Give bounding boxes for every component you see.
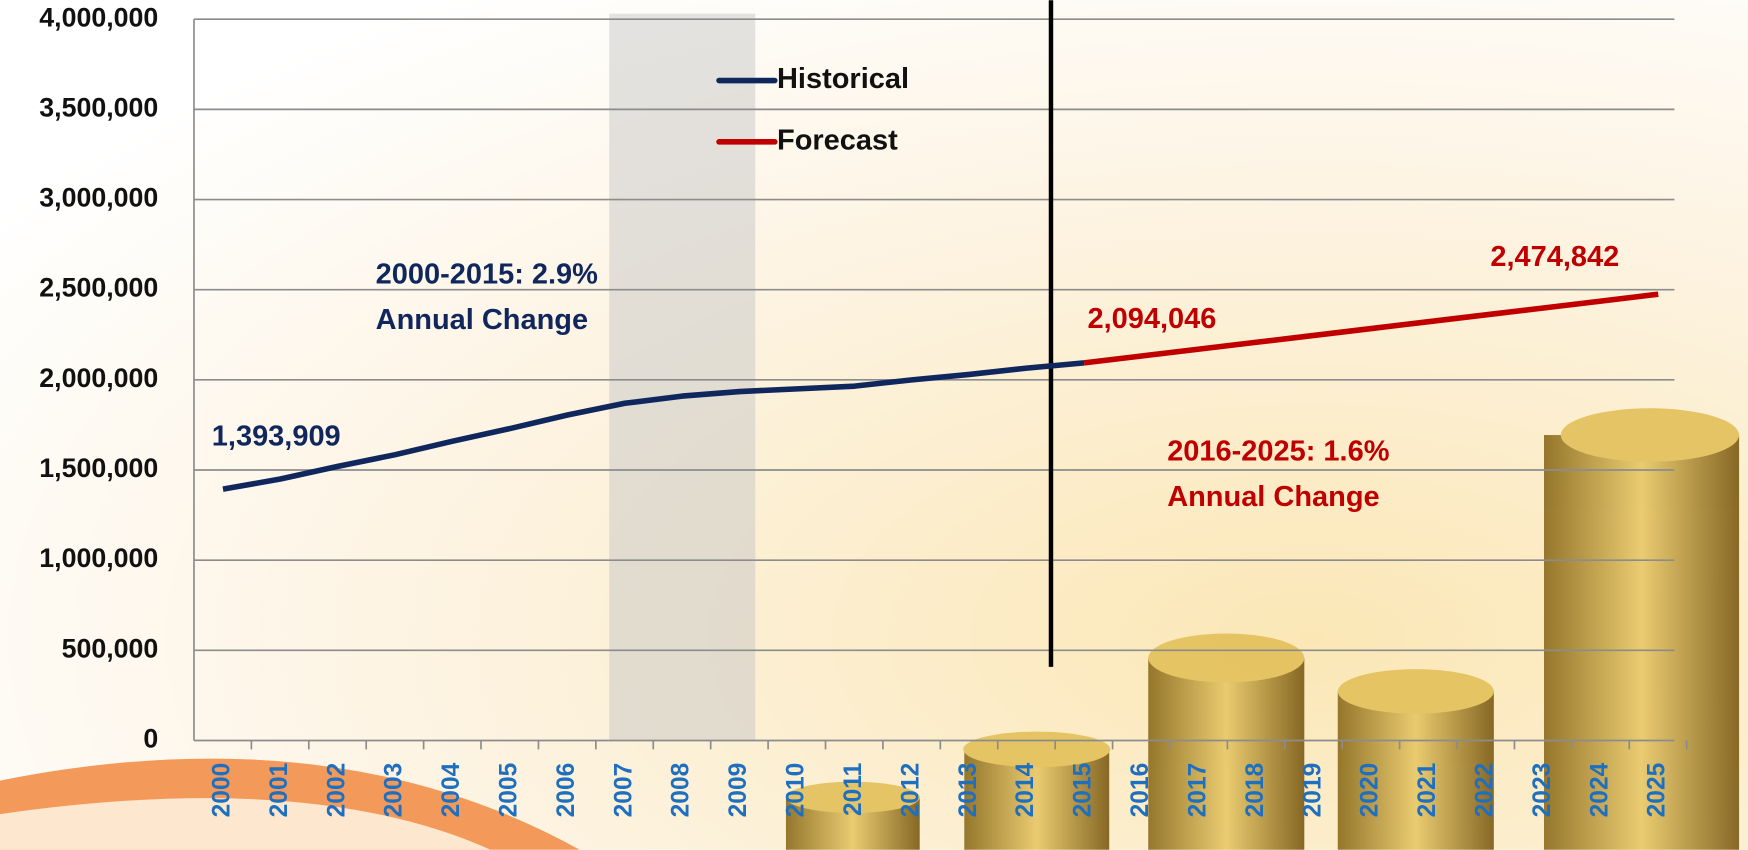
y-tick-label: 3,000,000 xyxy=(39,183,158,213)
y-tick-label: 4,000,000 xyxy=(39,2,158,32)
decor-arc-inner xyxy=(0,798,491,850)
x-tick-label: 2002 xyxy=(323,763,350,818)
x-tick-label: 2008 xyxy=(668,763,695,818)
annotation: Annual Change xyxy=(1167,481,1379,513)
x-tick-label: 2005 xyxy=(496,763,523,818)
y-tick-label: 500,000 xyxy=(62,633,159,663)
highlight-band xyxy=(609,13,756,741)
y-tick-label: 2,500,000 xyxy=(39,273,158,303)
coin-top xyxy=(1560,408,1740,462)
x-tick-label: 2021 xyxy=(1414,763,1441,818)
x-tick-label: 2023 xyxy=(1529,763,1556,818)
y-tick-label: 0 xyxy=(143,724,158,754)
annotation: 2016-2025: 1.6% xyxy=(1167,436,1389,468)
y-tick-label: 1,000,000 xyxy=(39,543,158,573)
x-tick-label: 2011 xyxy=(840,763,867,816)
x-tick-label: 2020 xyxy=(1357,763,1384,818)
legend-label: Historical xyxy=(777,63,909,95)
value-label: 1,393,909 xyxy=(212,421,341,453)
x-tick-label: 2007 xyxy=(610,763,637,818)
x-tick-label: 2009 xyxy=(725,763,752,818)
x-tick-label: 2012 xyxy=(897,763,924,818)
x-tick-label: 2022 xyxy=(1472,763,1499,818)
annotation: 2000-2015: 2.9% xyxy=(376,258,598,290)
y-tick-label: 1,500,000 xyxy=(39,453,158,483)
x-tick-label: 2015 xyxy=(1070,763,1097,818)
x-tick-label: 2019 xyxy=(1299,763,1326,818)
series-line xyxy=(222,360,1085,492)
x-tick-label: 2010 xyxy=(783,763,810,818)
x-tick-label: 2018 xyxy=(1242,763,1269,818)
coin-top xyxy=(1148,633,1305,683)
y-tick-label: 3,500,000 xyxy=(39,92,158,122)
value-label: 2,094,046 xyxy=(1087,303,1216,335)
x-tick-label: 2024 xyxy=(1586,762,1613,817)
coin-stacks xyxy=(785,408,1740,850)
x-tick-label: 2025 xyxy=(1644,763,1671,818)
coin-stack xyxy=(1543,435,1740,850)
coin-stack xyxy=(1337,691,1494,850)
x-tick-label: 2004 xyxy=(438,762,465,817)
series-line xyxy=(1083,291,1659,366)
x-tick-label: 2014 xyxy=(1012,762,1039,817)
x-tick-label: 2006 xyxy=(553,763,580,818)
value-label: 2,474,842 xyxy=(1490,241,1619,273)
x-tick-label: 2001 xyxy=(266,763,293,818)
coin-top xyxy=(1337,669,1494,714)
legend-label: Forecast xyxy=(777,124,898,156)
x-tick-label: 2017 xyxy=(1184,763,1211,818)
x-tick-label: 2016 xyxy=(1127,763,1154,818)
x-tick-label: 2003 xyxy=(381,763,408,818)
x-tick-label: 2013 xyxy=(955,763,982,818)
x-tick-label: 2000 xyxy=(208,763,235,818)
coin-stack xyxy=(1148,657,1305,850)
y-tick-label: 2,000,000 xyxy=(39,363,158,393)
coin-top xyxy=(785,781,920,813)
annotation: Annual Change xyxy=(376,304,588,336)
